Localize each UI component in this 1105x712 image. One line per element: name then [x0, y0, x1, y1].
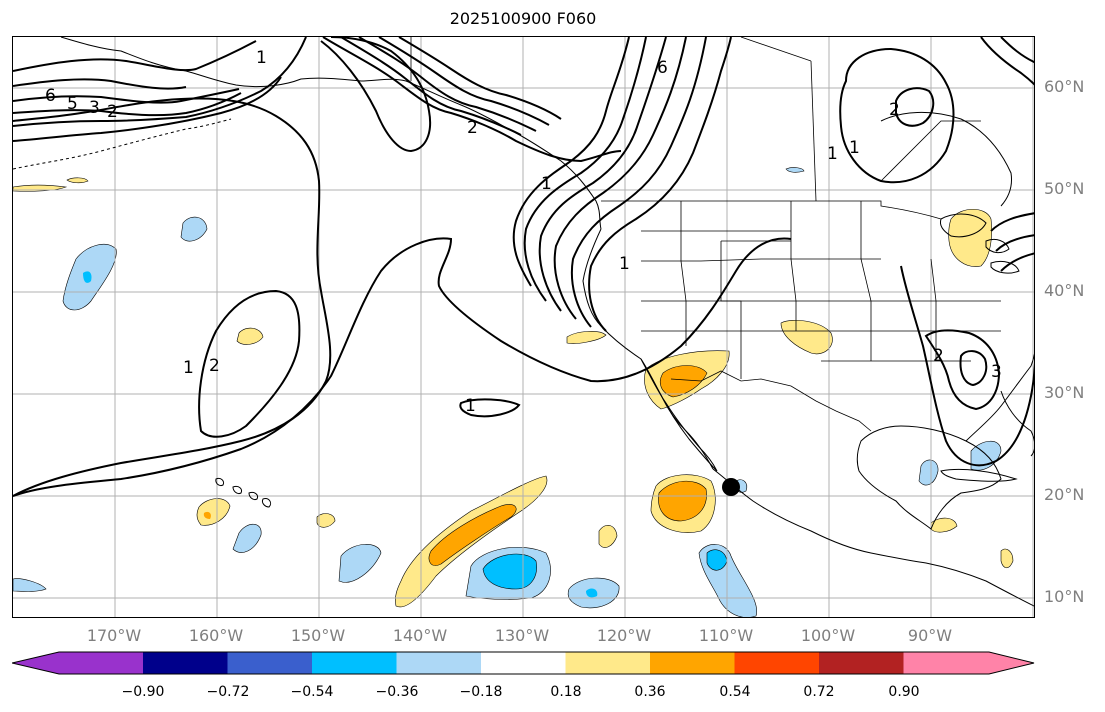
contour-label: 1: [849, 138, 860, 158]
colorbar-outline: [12, 651, 1035, 675]
lat-label: 30°N: [1044, 383, 1085, 402]
lat-label: 20°N: [1044, 485, 1085, 504]
positive-patch: [948, 208, 992, 267]
positive-patch: [780, 320, 833, 355]
positive-patch: [658, 480, 707, 522]
colorbar-segment: [143, 652, 228, 674]
contour-label: 1: [183, 358, 194, 378]
political-borders: [410, 37, 1001, 432]
map-panel[interactable]: 6 5 3 2 1 1 2 1 2 1 6 1 1 2 2 3 1: [12, 36, 1035, 618]
contour-label: 6: [657, 58, 668, 78]
lon-label: 100°W: [800, 626, 856, 645]
colorbar-segment: [227, 652, 313, 674]
lat-label: 60°N: [1044, 77, 1085, 96]
positive-patch: [930, 517, 958, 533]
lon-label: 120°W: [596, 626, 652, 645]
negative-patch: [83, 271, 92, 283]
colorbar-segment: [903, 652, 989, 674]
contour-label: 1: [465, 396, 476, 416]
contour-label: 6: [45, 86, 56, 106]
location-marker[interactable]: [722, 478, 740, 496]
lon-label: 170°W: [86, 626, 142, 645]
gridlines: [13, 37, 1034, 617]
map-title: 2025100900 F060: [449, 9, 597, 28]
negative-patch: [918, 459, 939, 486]
positive-patch: [1000, 548, 1014, 569]
contour-lines: [13, 37, 1034, 497]
lat-label: 50°N: [1044, 179, 1085, 198]
colorbar-tick-label: 0.18: [550, 684, 582, 700]
colorbar-tick-label: 0.90: [888, 684, 920, 700]
contour-label: 1: [541, 174, 552, 194]
contour-label: 3: [991, 362, 1002, 382]
lat-label: 10°N: [1044, 587, 1085, 606]
colorbar-segments: [12, 651, 1035, 675]
positive-patch: [660, 365, 708, 398]
colorbar-segment: [565, 652, 651, 674]
lon-label: 140°W: [392, 626, 448, 645]
positive-patch: [203, 511, 211, 519]
positive-patch: [316, 513, 336, 528]
colorbar-tick-label: 0.54: [719, 684, 751, 700]
colorbar-tick-label: −0.18: [459, 684, 503, 700]
negative-patch: [232, 523, 262, 553]
colorbar-tick-label: 0.36: [634, 684, 666, 700]
contour-labels: 6 5 3 2 1 1 2 1 2 1 6 1 1 2 2 3 1: [45, 48, 1002, 416]
colorbar-segment: [312, 652, 397, 674]
contour-label: 2: [889, 100, 900, 120]
colorbar-segment: [59, 652, 143, 674]
lon-label: 150°W: [290, 626, 346, 645]
positive-patch: [598, 524, 618, 548]
positive-patch: [428, 504, 517, 566]
colorbar-tick-label: −0.54: [290, 684, 334, 700]
contour-label: 2: [209, 356, 220, 376]
contour-label: 5: [67, 94, 78, 114]
colorbar-tick-label: 0.72: [803, 684, 835, 700]
positive-patch: [66, 177, 89, 184]
lon-label: 160°W: [188, 626, 244, 645]
negative-patch: [785, 167, 805, 173]
negative-patch: [180, 216, 208, 242]
negative-patch: [586, 588, 598, 598]
map-canvas: 6 5 3 2 1 1 2 1 2 1 6 1 1 2 2 3 1: [13, 37, 1034, 617]
colorbar-tick-label: −0.36: [375, 684, 419, 700]
contour-label: 2: [107, 102, 118, 122]
colorbar-extend-high: [989, 652, 1034, 674]
negative-patch: [13, 578, 47, 592]
contour-label: 1: [619, 254, 630, 274]
lon-label: 90°W: [907, 626, 953, 645]
coastlines: [13, 37, 1034, 607]
negative-patch: [338, 544, 382, 583]
colorbar-tick-label: −0.90: [121, 684, 165, 700]
positive-patch: [566, 331, 607, 344]
positive-patch: [196, 498, 231, 526]
contour-label: 2: [467, 118, 478, 138]
contour-label: 1: [256, 48, 267, 68]
contour-label: 2: [933, 346, 944, 366]
colorbar-segment: [481, 652, 566, 674]
colorbar-segment: [819, 652, 904, 674]
contour-label: 1: [827, 144, 838, 164]
contour-label: 3: [89, 98, 100, 118]
colorbar-segment: [734, 652, 820, 674]
lat-label: 40°N: [1044, 281, 1085, 300]
colorbar-tick-label: −0.72: [206, 684, 250, 700]
positive-patch: [236, 327, 264, 345]
colorbar-extend-low: [12, 652, 59, 674]
colorbar: [12, 651, 1035, 675]
colorbar-segment: [650, 652, 735, 674]
colorbar-segment: [396, 652, 482, 674]
lon-label: 130°W: [494, 626, 550, 645]
lon-label: 110°W: [698, 626, 754, 645]
